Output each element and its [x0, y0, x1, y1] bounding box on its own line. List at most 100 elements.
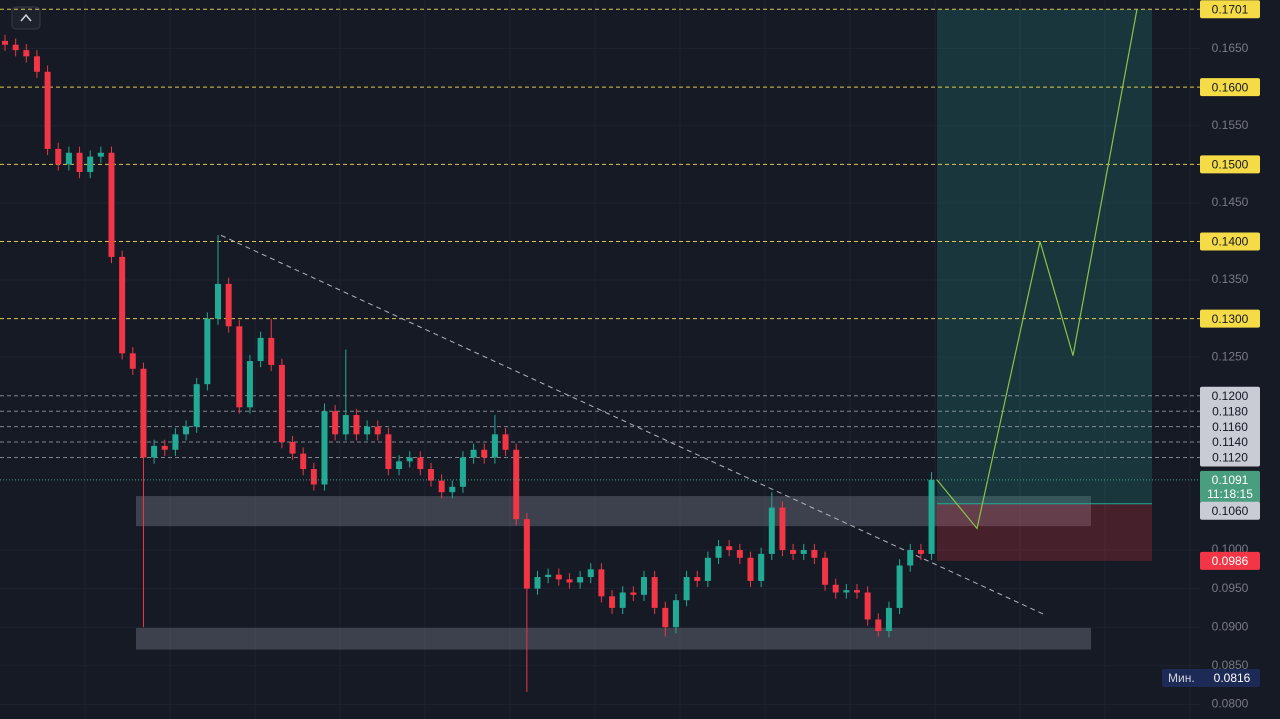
candle-body	[193, 384, 200, 427]
minimum-label: 0.0816	[1214, 671, 1251, 685]
level-label: 0.1140	[1212, 435, 1248, 449]
countdown-label: 11:18:15	[1207, 487, 1253, 501]
candle-body	[97, 152, 104, 157]
candle-body	[257, 337, 264, 362]
button-frame[interactable]	[11, 6, 41, 30]
candle-body	[811, 550, 818, 558]
candle-body	[417, 457, 424, 470]
zone	[136, 627, 1091, 650]
candle-body	[694, 577, 701, 581]
candle-body	[438, 480, 445, 493]
candle-body	[598, 569, 605, 597]
candle-body	[332, 411, 339, 435]
entry-label-bg	[1200, 501, 1260, 520]
candle-body	[140, 368, 147, 458]
candle-body	[651, 577, 658, 608]
y-tick-label: 0.1250	[1212, 349, 1249, 363]
chevron-icon[interactable]	[20, 13, 32, 22]
candle-body	[854, 590, 860, 593]
candle-body	[662, 607, 669, 628]
y-tick-label: 0.0850	[1212, 658, 1249, 672]
level-label-bg	[1200, 0, 1260, 19]
candle-body	[374, 426, 381, 435]
candle-body	[225, 283, 232, 327]
candle-body	[396, 461, 403, 470]
candle-body	[672, 600, 679, 628]
candle-body	[161, 445, 168, 450]
level-label-bg	[1200, 448, 1260, 467]
last-price-bg	[1200, 470, 1260, 503]
candle-body	[896, 565, 903, 608]
candle-body	[747, 557, 754, 581]
candle-body	[683, 577, 690, 601]
candle-body	[12, 44, 19, 51]
candle-body	[268, 337, 275, 365]
candle-body	[385, 434, 392, 470]
candle-body	[587, 569, 594, 578]
level-label: 0.1500	[1212, 157, 1249, 171]
candle-body	[204, 318, 211, 385]
candle-body	[236, 326, 243, 408]
candle-body	[278, 364, 285, 443]
level-label-bg	[1200, 417, 1260, 436]
candle-body	[65, 152, 72, 165]
candle-body	[23, 50, 30, 57]
level-label: 0.1200	[1212, 389, 1249, 403]
candle-body	[917, 550, 924, 554]
y-tick-label: 0.1350	[1212, 272, 1249, 286]
last-price-label: 0.1091	[1212, 473, 1249, 487]
candle-body	[481, 449, 488, 458]
candle-body	[822, 557, 829, 585]
candle-body	[470, 449, 477, 458]
collapse-button[interactable]	[11, 6, 41, 30]
candle-body	[619, 592, 626, 608]
stop-label-bg	[1200, 551, 1260, 570]
candle-body	[534, 577, 541, 589]
candle-body	[502, 434, 509, 450]
candle-body	[406, 457, 413, 462]
candle-body	[342, 415, 349, 435]
projection-path	[936, 9, 1138, 530]
level-label-bg	[1200, 155, 1260, 174]
minimum-caption: Мин.	[1168, 671, 1195, 685]
candle-body	[779, 507, 786, 551]
candle-body	[491, 434, 498, 458]
candle-body	[76, 152, 83, 173]
y-tick-label: 0.0900	[1212, 619, 1249, 633]
candle-body	[428, 469, 434, 481]
candle-body	[44, 71, 51, 149]
level-label-bg	[1200, 309, 1260, 328]
y-tick-label: 0.1450	[1212, 195, 1249, 209]
candle-body	[555, 574, 562, 580]
candle-body	[151, 445, 158, 458]
level-label-bg	[1200, 232, 1260, 251]
candle-body	[758, 553, 765, 581]
level-label-bg	[1200, 386, 1260, 405]
candle-body	[55, 148, 62, 165]
candle-body	[715, 546, 722, 558]
candle-body	[364, 426, 371, 435]
candle-body	[353, 415, 360, 435]
candle-body	[172, 434, 179, 450]
level-label: 0.1300	[1212, 312, 1249, 326]
candle-body	[875, 619, 882, 632]
candle-body	[449, 486, 456, 493]
y-tick-label: 0.1550	[1212, 118, 1249, 132]
candle-body	[545, 574, 552, 578]
y-tick-label: 0.0800	[1212, 697, 1249, 711]
level-label: 0.1160	[1212, 420, 1248, 434]
candle-body	[310, 469, 317, 485]
level-label: 0.1600	[1212, 80, 1249, 94]
level-label: 0.1400	[1212, 235, 1249, 249]
candle-body	[108, 152, 115, 257]
candle-body	[704, 557, 711, 581]
candle-body	[843, 590, 850, 593]
candle-body	[459, 457, 466, 487]
candle-body	[119, 256, 126, 354]
candle-body	[523, 519, 530, 589]
candle-body	[566, 579, 573, 583]
candle-body	[800, 550, 807, 554]
